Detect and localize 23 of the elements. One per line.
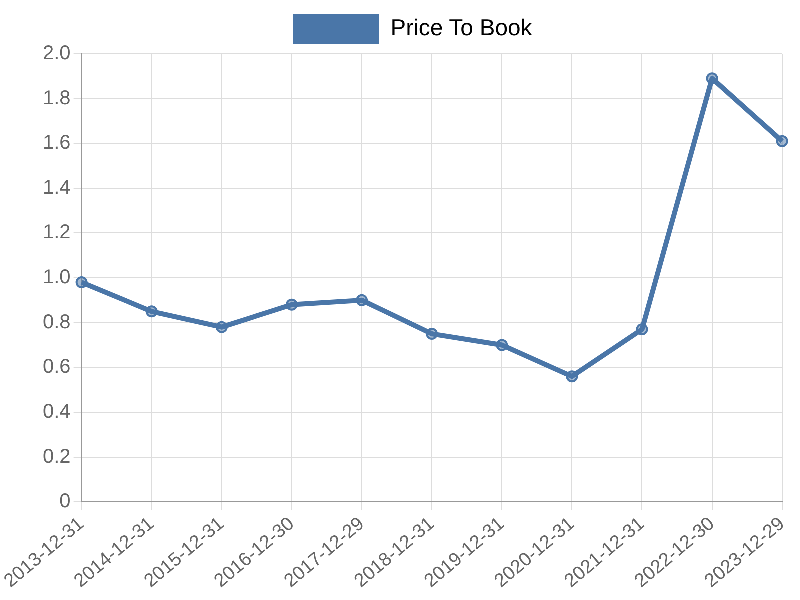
point (356, 294, 368, 306)
y-tick-label: 1.4 (42, 176, 71, 199)
point (286, 298, 298, 311)
y-tick-label: 0.4 (42, 400, 71, 423)
point (776, 135, 788, 148)
y-tick-label: 1.8 (42, 87, 71, 110)
y-tick-label: 2.0 (42, 42, 71, 65)
y-tick-label: 0.6 (42, 356, 71, 378)
point (216, 321, 228, 334)
point (426, 328, 438, 340)
y-tick-label: 0.2 (42, 446, 71, 468)
point (146, 306, 158, 318)
y-tick-label: 1.6 (42, 132, 71, 154)
point (706, 72, 718, 85)
point (636, 324, 648, 336)
point (76, 276, 88, 289)
y-tick-label: 1.0 (42, 266, 71, 289)
legend-label: Price To Book (390, 14, 533, 40)
y-tick-label: 1.2 (42, 222, 71, 244)
y-tick-label: 0.8 (42, 311, 71, 334)
point (566, 370, 578, 383)
y-tick-label: 0 (60, 490, 71, 513)
point (496, 339, 508, 352)
